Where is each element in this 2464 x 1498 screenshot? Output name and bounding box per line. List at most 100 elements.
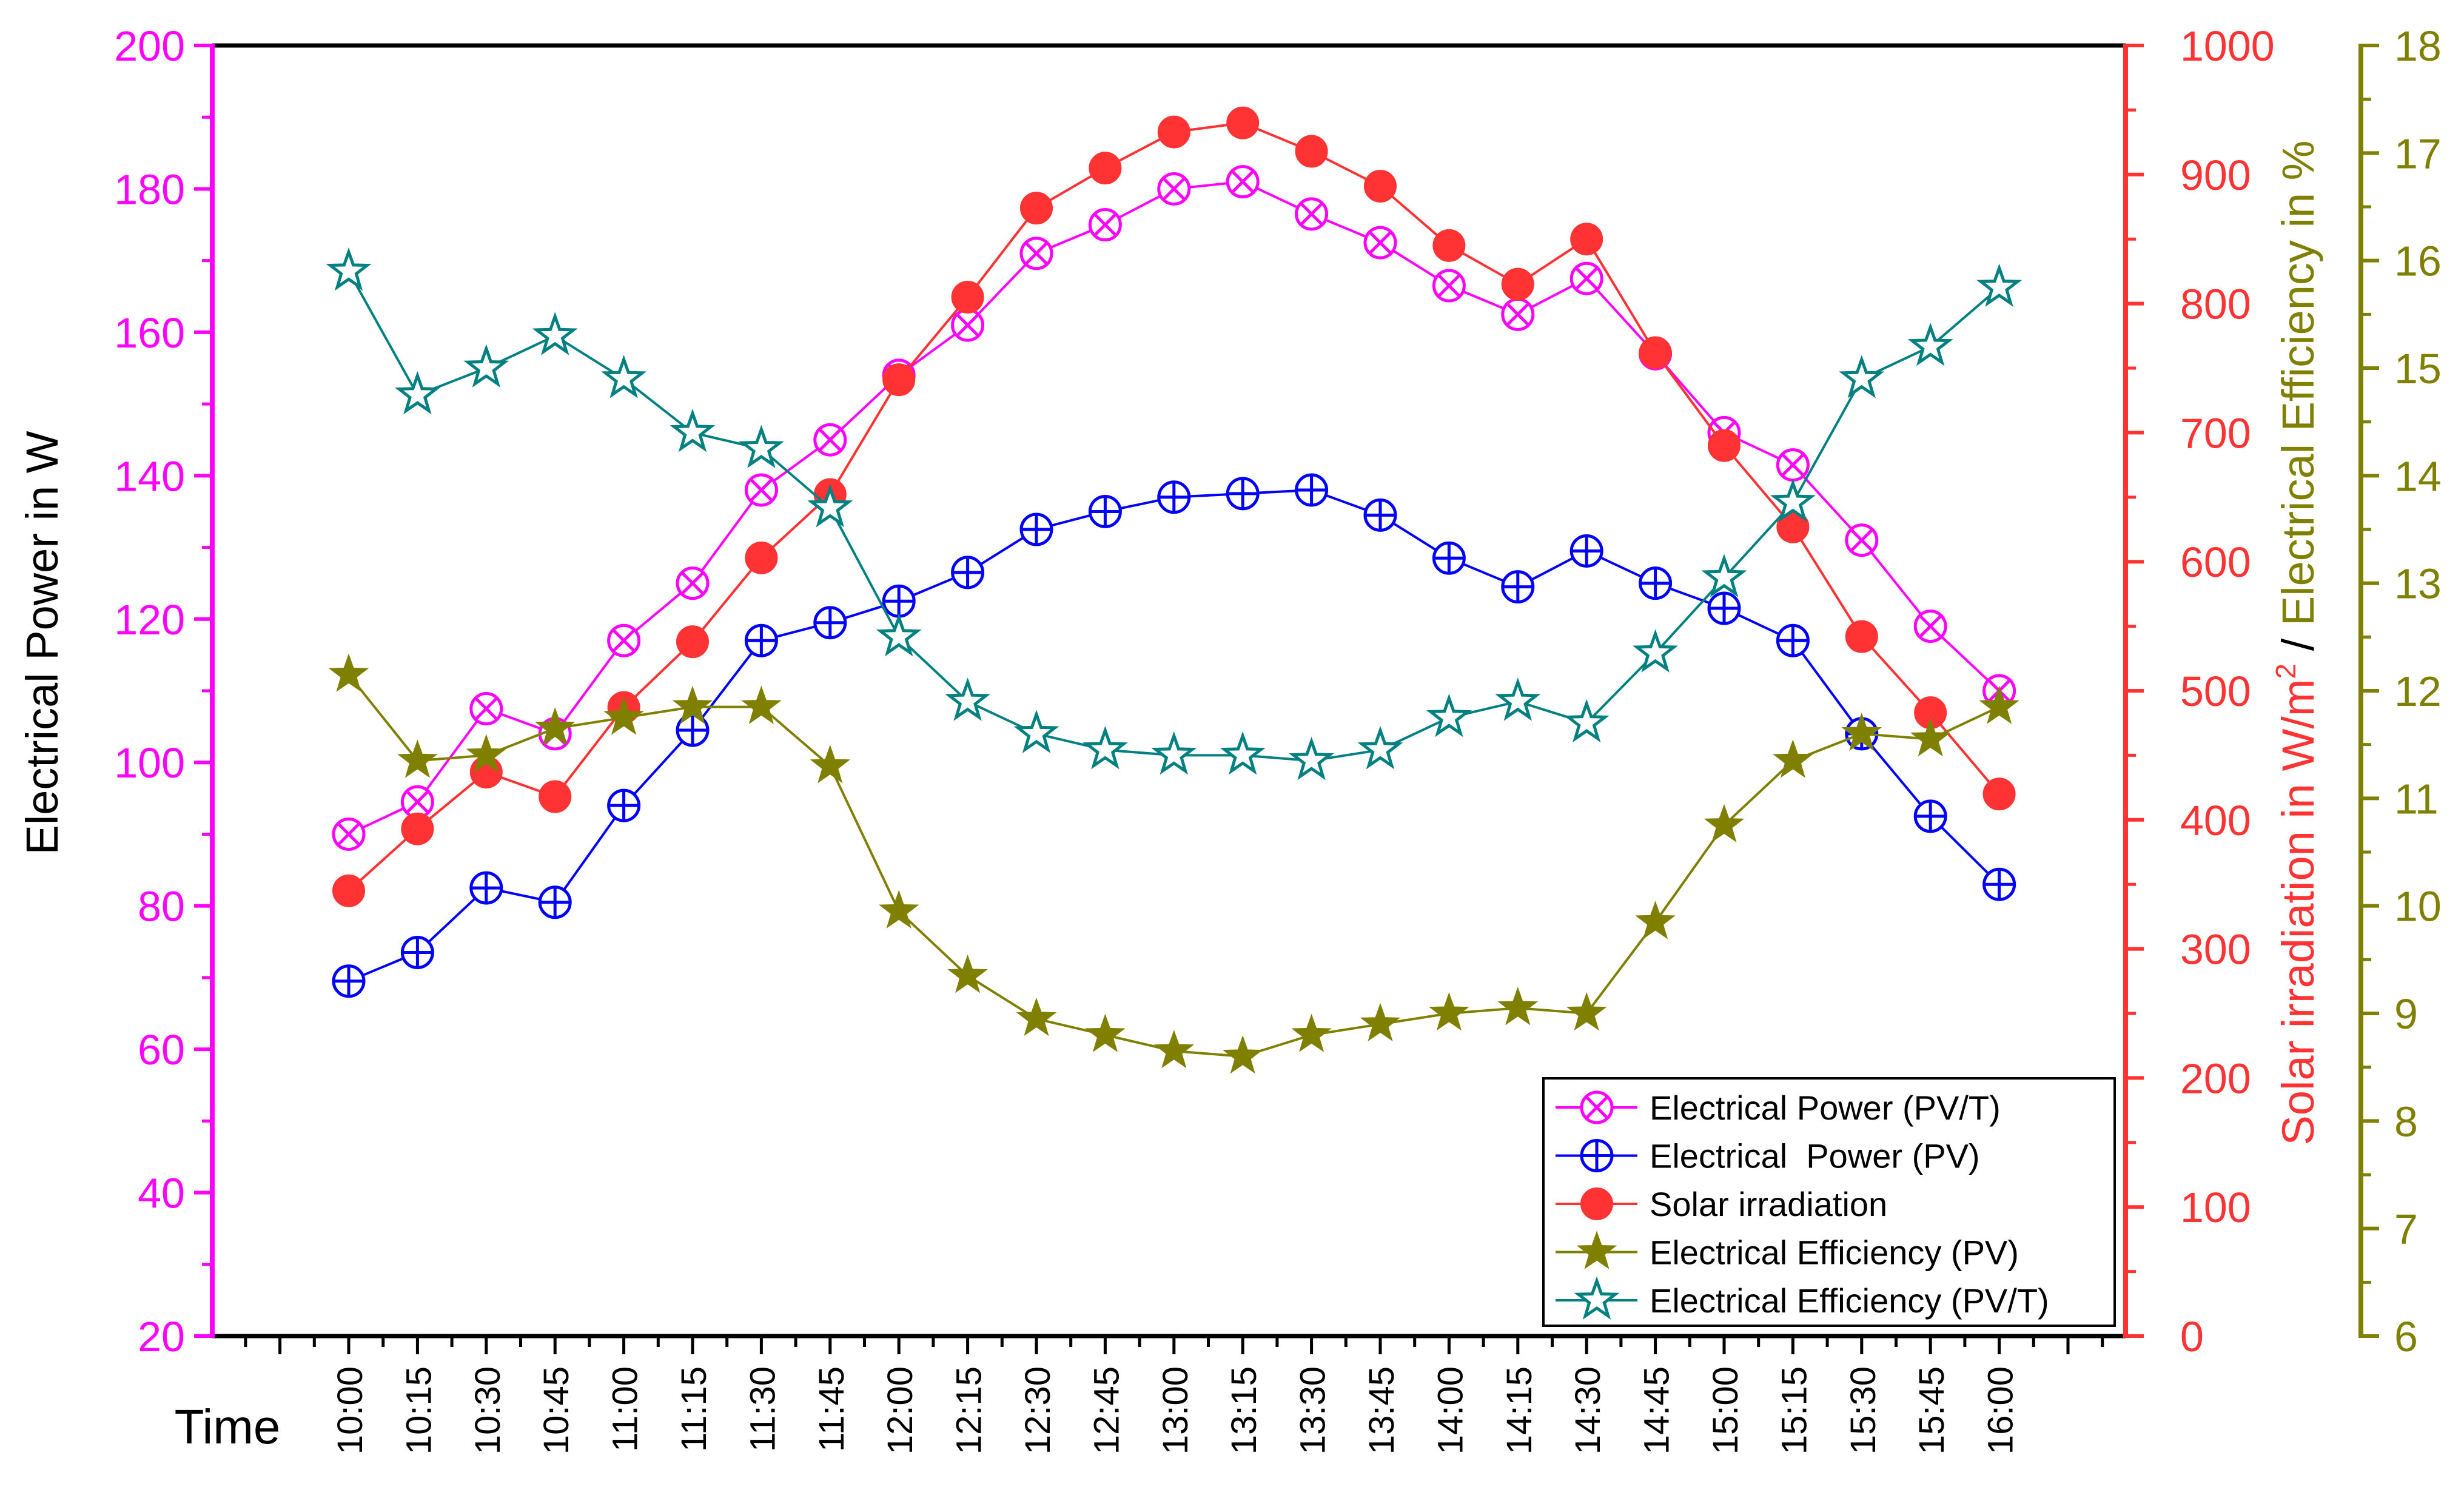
data-point [1633,629,1679,673]
data-point [1982,867,2016,901]
x-axis-tick-label: 14:30 [1568,1366,1608,1454]
data-point [539,780,572,813]
data-point [1157,115,1190,149]
irradiation-axis-tick-label: 300 [2180,926,2251,973]
data-point [601,355,647,398]
marker-star [1360,1003,1401,1042]
irradiation-axis-tick-label: 900 [2180,152,2251,199]
marker-star [1013,710,1059,753]
left-axis-tick-label: 20 [138,1313,185,1360]
data-point [1157,480,1191,514]
marker-dot [1157,115,1190,149]
series-line [347,270,2000,762]
axis-title-separator: / [2273,626,2323,663]
right-axis-title: Solar irradiation in W/m2 / Electrical E… [2270,141,2323,1146]
marker-cross [1162,177,1186,201]
marker-cross [405,790,429,814]
data-point [1776,623,1810,657]
efficiency-axis-label: Electrical Efficiency in % [2273,141,2323,626]
x-axis-tick-label: 10:15 [399,1366,438,1454]
data-point [1082,725,1128,770]
data-point [332,964,366,998]
efficiency-axis-tick-label: 6 [2394,1313,2418,1360]
marker-cross [474,697,499,720]
data-point [1913,799,1947,833]
marker-star [1701,554,1747,597]
data-point [672,685,713,724]
marker-star [1497,987,1539,1026]
irradiation-axis-label-superscript: 2 [2270,663,2301,679]
marker-dot [951,280,984,314]
data-point [1563,699,1610,743]
data-point [1701,554,1747,597]
legend-swatch-marker [1580,1090,1614,1124]
data-point [534,707,576,746]
efficiency-axis-tick-label: 14 [2394,452,2442,500]
marker-star [466,734,507,773]
data-point [1088,494,1122,528]
marker-star [741,685,782,724]
left-axis-title: Electrical Power in W [17,431,67,855]
legend-item: Electrical Power (PV/T) [1556,1089,2001,1127]
data-point [1707,591,1741,625]
data-point [1639,566,1673,600]
data-point [1913,610,1947,643]
marker-dot [1580,1187,1613,1220]
data-point [469,692,503,726]
marker-star [1839,355,1885,398]
data-point [1222,1035,1263,1074]
marker-cross [1093,213,1117,237]
data-point [670,408,716,452]
data-point [1566,992,1607,1031]
x-axis-tick-label: 11:30 [743,1366,782,1452]
marker-star [1576,1231,1617,1269]
marker-star [1495,677,1541,721]
legend-label: Solar irradiation [1650,1185,1887,1223]
marker-star [1085,1013,1126,1052]
marker-dot [1708,429,1741,462]
marker-star [1429,992,1469,1031]
marker-dot [1639,336,1672,369]
left-axis-tick-label: 180 [114,166,185,213]
data-point [813,423,847,457]
data-point [1839,355,1885,398]
marker-star [532,312,578,355]
marker-star [878,890,919,929]
data-point [607,623,641,657]
left-axis-tick-label: 100 [114,739,185,787]
data-point [945,677,991,721]
data-point [744,623,778,657]
marker-star [876,613,922,657]
marker-star [1773,739,1813,778]
legend-swatch-marker [1580,1187,1613,1220]
data-point [807,483,853,528]
data-point [1704,804,1745,843]
marker-star [738,425,784,468]
x-axis-tick-label: 12:00 [881,1366,920,1454]
marker-star [326,247,372,291]
x-axis-tick-label: 10:00 [331,1366,370,1454]
data-point [401,812,434,845]
data-point [1432,269,1466,303]
data-point [1976,263,2023,307]
marker-star [670,408,716,452]
data-point [1220,731,1266,775]
irradiation-axis-label: Solar irradiation in W/m [2273,679,2323,1145]
marker-cross [1024,241,1049,266]
data-point [1153,1030,1195,1069]
marker-star [328,653,369,692]
irradiation-axis-tick-label: 800 [2180,281,2251,328]
marker-star [397,739,438,778]
marker-dot [1020,192,1053,225]
marker-star [1704,804,1745,843]
data-point [1708,429,1741,462]
data-point [947,954,988,993]
x-axis-tick-label: 13:30 [1294,1366,1333,1454]
marker-star [1979,685,2019,724]
marker-star [601,355,647,398]
x-axis-tick-label: 14:45 [1637,1366,1677,1454]
data-point [1289,736,1335,781]
marker-star [1153,1030,1195,1069]
data-point [332,874,365,907]
efficiency-axis-tick-label: 11 [2394,775,2439,822]
